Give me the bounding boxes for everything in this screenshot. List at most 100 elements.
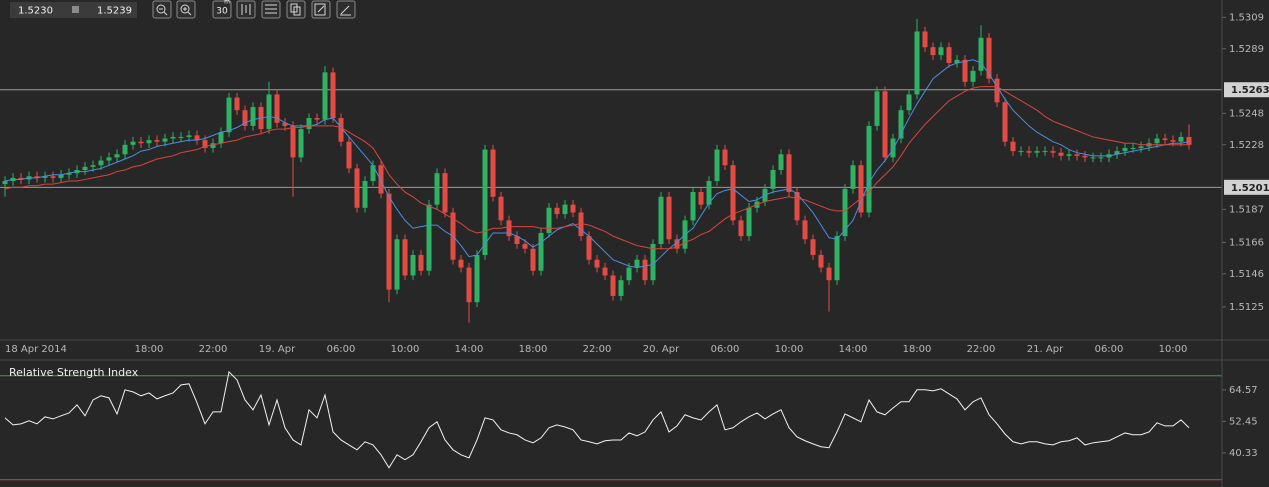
edit-button[interactable] xyxy=(311,0,331,19)
candle-body xyxy=(818,255,824,268)
y-tick-label: 1.5228 xyxy=(1229,140,1264,151)
price-level-box xyxy=(1224,179,1269,195)
candle-body xyxy=(842,188,848,237)
x-tick-label: 06:00 xyxy=(327,344,356,355)
candle-body xyxy=(1034,151,1040,153)
candle-body xyxy=(90,165,96,167)
candle-body xyxy=(554,207,560,215)
candle-body xyxy=(426,204,432,271)
candle-body xyxy=(146,140,152,144)
candle-body xyxy=(906,94,912,111)
x-tick-label: 10:00 xyxy=(391,344,420,355)
zoom-out-button[interactable] xyxy=(152,0,172,19)
candle-body xyxy=(130,141,136,145)
ask-price: 1.5239 xyxy=(97,6,132,17)
candle-body xyxy=(1138,146,1144,148)
y-tick-label: 1.5289 xyxy=(1229,44,1264,55)
candle-body xyxy=(922,31,928,48)
candle-body xyxy=(234,97,240,111)
candle-body xyxy=(674,239,680,249)
candle-body xyxy=(978,37,984,71)
x-tick-label: 22:00 xyxy=(199,344,228,355)
x-tick-label: 18:00 xyxy=(519,344,548,355)
candle-body xyxy=(242,110,248,126)
x-tick-label: 14:00 xyxy=(455,344,484,355)
chart-type-button[interactable] xyxy=(236,0,256,19)
candle-body xyxy=(1178,136,1184,142)
candle-body xyxy=(2,181,8,185)
candle-body xyxy=(66,173,72,175)
candle-body xyxy=(42,176,48,178)
y-tick-label: 1.5125 xyxy=(1229,302,1264,313)
candle-body xyxy=(946,47,952,63)
draw-button[interactable] xyxy=(336,0,356,19)
rsi-title: Relative Strength Index xyxy=(9,366,139,379)
candle-body xyxy=(114,154,120,158)
candle-body xyxy=(546,207,552,233)
period-button[interactable]: 30 m xyxy=(212,0,232,19)
candle-body xyxy=(626,267,632,281)
x-tick-label: 06:00 xyxy=(1095,344,1124,355)
x-tick-label: 21. Apr xyxy=(1027,344,1064,355)
candle-body xyxy=(634,259,640,268)
candle-body xyxy=(314,118,320,120)
candle-body xyxy=(82,166,88,170)
candle-body xyxy=(714,149,720,182)
candle-body xyxy=(786,154,792,193)
candle-body xyxy=(802,220,808,240)
candle-body xyxy=(98,160,104,166)
candle-body xyxy=(178,136,184,138)
candle-body xyxy=(570,204,576,213)
zoom-in-button[interactable] xyxy=(176,0,196,19)
candle-body xyxy=(1170,140,1176,142)
candle-body xyxy=(1074,154,1080,156)
price-level-label: 1.5263 xyxy=(1231,85,1269,96)
y-tick-label: 1.5248 xyxy=(1229,108,1264,119)
x-tick-label: 19. Apr xyxy=(259,344,296,355)
candle-body xyxy=(650,243,656,281)
candle-body xyxy=(170,136,176,139)
candle-body xyxy=(810,239,816,255)
candle-body xyxy=(1026,151,1032,153)
copy-button[interactable] xyxy=(286,0,306,19)
x-tick-label: 10:00 xyxy=(775,344,804,355)
x-tick-label: 10:00 xyxy=(1159,344,1188,355)
candle-body xyxy=(106,157,112,161)
y-tick-label: 40.33 xyxy=(1229,448,1258,459)
candle-body xyxy=(482,149,488,255)
candle-body xyxy=(410,255,416,276)
candle-body xyxy=(354,168,360,208)
candle-body xyxy=(282,122,288,126)
candle-body xyxy=(1018,151,1024,153)
candle-body xyxy=(1042,151,1048,153)
y-tick-label: 1.5187 xyxy=(1229,204,1264,215)
rsi-line xyxy=(4,370,1190,469)
candle-body xyxy=(1130,147,1136,149)
candle-body xyxy=(522,243,528,249)
candle-body xyxy=(250,107,256,126)
candle-body xyxy=(1090,157,1096,159)
indicators-button[interactable] xyxy=(261,0,281,19)
period-value: 30 xyxy=(216,7,228,17)
candle-body xyxy=(202,140,208,148)
candle-body xyxy=(698,192,704,205)
candle-body xyxy=(346,141,352,169)
candle-body xyxy=(850,165,856,189)
candle-body xyxy=(602,267,608,276)
candle-body xyxy=(330,72,336,119)
y-tick-label: 1.5146 xyxy=(1229,269,1264,280)
candle-body xyxy=(466,267,472,303)
candle-body xyxy=(1154,138,1160,144)
candle-body xyxy=(34,176,40,178)
candle-body xyxy=(362,181,368,208)
candle-body xyxy=(138,141,144,144)
candle-body xyxy=(586,236,592,260)
candle-body xyxy=(898,110,904,139)
candle-body xyxy=(642,259,648,281)
x-tick-label: 06:00 xyxy=(711,344,740,355)
candle-body xyxy=(194,135,200,141)
candle-body xyxy=(506,220,512,237)
candle-body xyxy=(122,144,128,155)
